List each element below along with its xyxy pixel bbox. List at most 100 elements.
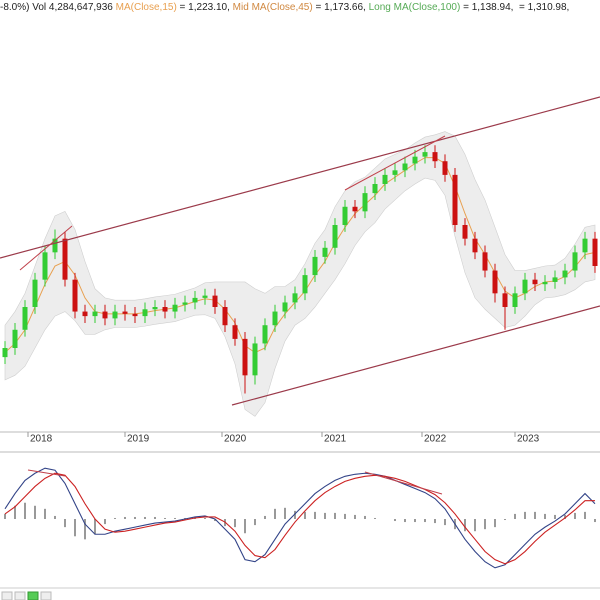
macd-histogram-bar xyxy=(174,517,176,519)
macd-histogram-bar xyxy=(84,519,86,540)
candle-body xyxy=(232,325,238,339)
macd-histogram-bar xyxy=(394,519,396,522)
candle-body xyxy=(462,225,468,239)
candle-body xyxy=(152,307,158,310)
channel-upper xyxy=(0,96,600,259)
macd-histogram-bar xyxy=(54,515,56,519)
macd-histogram-bar xyxy=(294,510,296,519)
candle-body xyxy=(372,184,378,194)
macd-histogram-bar xyxy=(214,519,216,522)
macd-histogram-bar xyxy=(204,517,206,519)
macd-histogram-bar xyxy=(534,511,536,519)
macd-histogram-bar xyxy=(444,519,446,526)
candle-body xyxy=(522,279,528,294)
macd-histogram-bar xyxy=(474,519,476,532)
macd-histogram-bar xyxy=(354,514,356,519)
candle-body xyxy=(572,252,578,271)
header-item: = 1,138.94, xyxy=(460,2,516,13)
macd-histogram-bar xyxy=(244,519,246,534)
macd-histogram-bar xyxy=(464,519,466,532)
header-item: = 1,223.10, xyxy=(177,2,233,13)
candle-body xyxy=(492,270,498,294)
toolbar-button[interactable] xyxy=(27,591,39,600)
macd-histogram-bar xyxy=(4,513,6,519)
macd-histogram-bar xyxy=(164,517,166,519)
macd-histogram-bar xyxy=(404,519,406,523)
candle-body xyxy=(482,252,488,271)
macd-histogram-bar xyxy=(154,516,156,519)
macd-histogram-bar xyxy=(364,515,366,519)
candle-body xyxy=(452,174,458,225)
candle-body xyxy=(332,225,338,248)
candle-body xyxy=(402,163,408,171)
candle-body xyxy=(362,193,368,212)
x-tick-label: 2018 xyxy=(30,434,53,445)
header-item: MA(Close,15) xyxy=(116,2,177,13)
macd-histogram-bar xyxy=(144,516,146,519)
macd-histogram-bar xyxy=(74,519,76,537)
macd-histogram-bar xyxy=(484,519,486,530)
x-tick-label: 2021 xyxy=(324,434,347,445)
candle-body xyxy=(502,293,508,307)
macd-histogram-bar xyxy=(264,515,266,519)
macd-histogram-bar xyxy=(574,512,576,519)
candle-body xyxy=(222,307,228,326)
header-item: Mid MA(Close,45) xyxy=(233,2,313,13)
macd-histogram-bar xyxy=(374,517,376,519)
trend-line xyxy=(344,135,446,191)
candle-body xyxy=(282,302,288,312)
candle-body xyxy=(312,256,318,276)
header-item: Long MA(Close,100) xyxy=(369,2,461,13)
candle-body xyxy=(552,277,558,282)
macd-histogram-bar xyxy=(314,511,316,519)
macd-histogram-bar xyxy=(134,516,136,519)
candle-body xyxy=(562,270,568,278)
toolbar-button[interactable] xyxy=(14,591,26,600)
candle-body xyxy=(192,297,198,303)
macd-histogram-bar xyxy=(274,508,276,519)
macd-histogram-bar xyxy=(584,511,586,519)
candle-body xyxy=(12,329,18,348)
candle-body xyxy=(112,311,118,319)
macd-histogram-bar xyxy=(494,519,496,528)
candle-body xyxy=(142,309,148,317)
macd-histogram-bar xyxy=(344,513,346,519)
candle-body xyxy=(72,279,78,312)
macd-histogram-bar xyxy=(514,513,516,519)
x-tick-label: 2022 xyxy=(424,434,447,445)
candle-body xyxy=(82,311,88,317)
signal-line xyxy=(4,472,595,565)
trend-line xyxy=(19,225,73,271)
candle-body xyxy=(442,161,448,175)
candle-body xyxy=(412,156,418,164)
macd-histogram-bar xyxy=(64,519,66,528)
x-tick-label: 2019 xyxy=(127,434,150,445)
macd-trend-line xyxy=(27,469,66,477)
macd-histogram-bar xyxy=(504,519,506,521)
candle-body xyxy=(322,247,328,257)
macd-histogram-bar xyxy=(114,517,116,519)
macd-histogram-bar xyxy=(104,519,106,525)
candle-body xyxy=(32,279,38,307)
macd-histogram-bar xyxy=(554,514,556,519)
candle-body xyxy=(182,302,188,305)
candle-body xyxy=(2,348,8,358)
macd-histogram-bar xyxy=(304,511,306,519)
candle-body xyxy=(472,238,478,253)
macd-histogram-bar xyxy=(324,512,326,519)
candle-body xyxy=(242,338,248,376)
macd-histogram-bar xyxy=(594,519,596,523)
toolbar-button[interactable] xyxy=(1,591,13,600)
candle-body xyxy=(252,343,258,376)
candle-body xyxy=(202,295,208,298)
candle-body xyxy=(22,307,28,330)
candle-body xyxy=(532,279,538,285)
candle-body xyxy=(212,295,218,307)
toolbar-button[interactable] xyxy=(40,591,52,600)
macd-line xyxy=(4,467,596,569)
candle-body xyxy=(122,311,128,314)
candle-body xyxy=(382,174,388,184)
header-item: -8.0%) Vol 4,284,647,936 xyxy=(0,2,116,13)
candle-body xyxy=(582,238,588,253)
